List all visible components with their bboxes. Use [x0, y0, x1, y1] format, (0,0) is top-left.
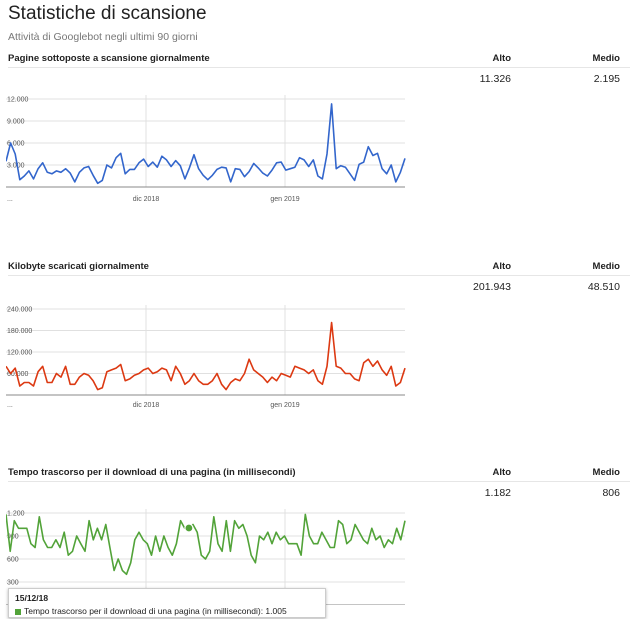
y-tick-label: 3.000: [7, 163, 25, 170]
page-title: Statistiche di scansione: [8, 3, 207, 24]
alto-header: Alto: [492, 53, 511, 64]
y-tick-label: 180.000: [7, 328, 32, 335]
medio-header: Medio: [592, 261, 620, 272]
medio-value: 48.510: [587, 281, 620, 293]
alto-value: 201.943: [473, 281, 511, 293]
alto-value: 1.182: [484, 487, 511, 499]
series-line: [6, 103, 406, 185]
header-divider: [8, 275, 630, 276]
section-title: Kilobyte scaricati giornalmente: [8, 261, 149, 272]
y-tick-label: 6.000: [7, 141, 25, 148]
x-tick-label: dic 2018: [133, 196, 160, 203]
highlighted-point: [184, 523, 194, 533]
series-line: [6, 513, 406, 576]
pages-crawled-chart[interactable]: 12.000 9.000 6.000 3.000... dic 2018 gen 2019: [6, 91, 406, 203]
medio-header: Medio: [592, 53, 620, 64]
y-tick-label: 9.000: [7, 119, 25, 126]
x-tick-label: gen 2019: [270, 196, 299, 203]
medio-value: 806: [602, 487, 620, 499]
tooltip-series-swatch: [15, 608, 21, 615]
y-tick-label: 120.000: [7, 350, 32, 357]
medio-header: Medio: [592, 467, 620, 478]
header-divider: [8, 481, 630, 482]
section-kilobytes: Kilobyte scaricati giornalmente Alto Med…: [0, 261, 630, 411]
x-tick-label: dic 2018: [133, 402, 160, 409]
header-divider: [8, 67, 630, 68]
x-tick-label: ...: [7, 402, 13, 409]
kilobytes-chart[interactable]: 240.000 180.000 120.000 60.000... dic 2018 ge…: [6, 299, 406, 411]
section-title: Tempo trascorso per il download di una p…: [8, 467, 296, 478]
x-tick-label: gen 2019: [270, 402, 299, 409]
page-subtitle: Attività di Googlebot negli ultimi 90 gi…: [8, 31, 198, 43]
y-tick-label: 600: [7, 557, 19, 564]
section-download-time: Tempo trascorso per il download di una p…: [0, 467, 630, 617]
y-tick-label: 300: [7, 580, 19, 587]
alto-header: Alto: [492, 467, 511, 478]
y-tick-label: 1.200: [7, 511, 25, 518]
y-tick-label: 240.000: [7, 307, 32, 314]
chart-tooltip: 15/12/18 Tempo trascorso per il download…: [8, 588, 326, 618]
x-tick-label: ...: [7, 196, 13, 203]
series-line: [6, 321, 406, 391]
section-title: Pagine sottoposte a scansione giornalmen…: [8, 53, 210, 64]
tooltip-label: Tempo trascorso per il download di una p…: [24, 606, 287, 616]
tooltip-date: 15/12/18: [15, 593, 49, 603]
alto-header: Alto: [492, 261, 511, 272]
y-tick-label: 60.000: [7, 371, 29, 378]
y-tick-label: 12.000: [7, 97, 29, 104]
section-pages-crawled: Pagine sottoposte a scansione giornalmen…: [0, 53, 630, 203]
alto-value: 11.326: [479, 73, 511, 85]
medio-value: 2.195: [593, 73, 620, 85]
